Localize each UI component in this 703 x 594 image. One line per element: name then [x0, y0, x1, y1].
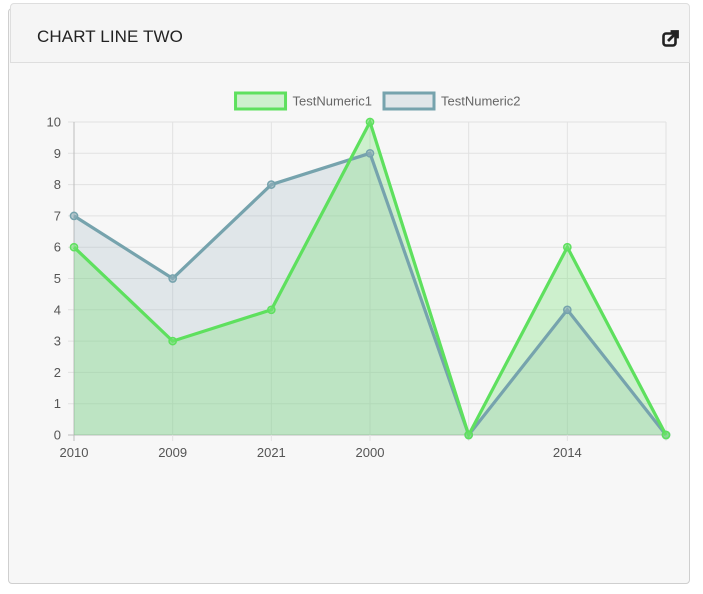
y-tick-label: 0	[54, 428, 61, 443]
external-link-icon[interactable]	[662, 30, 679, 47]
y-tick-label: 8	[54, 177, 61, 192]
data-point	[69, 211, 79, 221]
y-tick-label: 10	[47, 115, 61, 130]
legend-swatch	[234, 91, 288, 111]
y-tick-label: 3	[54, 334, 61, 349]
y-tick-label: 9	[54, 146, 61, 161]
x-tick-label: 2021	[257, 445, 286, 460]
legend-label: TestNumeric2	[441, 94, 520, 109]
data-point	[266, 180, 276, 189]
legend-label: TestNumeric1	[293, 94, 372, 109]
y-tick-label: 1	[54, 396, 61, 411]
data-point	[69, 242, 79, 252]
y-tick-label: 2	[54, 365, 61, 380]
y-tick-label: 4	[54, 302, 61, 317]
data-point	[562, 242, 572, 252]
data-point	[661, 430, 671, 440]
data-point	[365, 117, 375, 127]
data-point	[464, 430, 474, 440]
chart-panel	[8, 8, 690, 584]
series-area-1	[74, 122, 666, 435]
y-tick-label: 7	[54, 208, 61, 223]
y-tick-label: 6	[54, 240, 61, 255]
data-point	[168, 336, 178, 346]
panel-header: CHART LINE TWO	[10, 3, 690, 63]
data-point	[168, 274, 178, 283]
x-tick-label: 2000	[356, 445, 385, 460]
x-tick-label: 2009	[158, 445, 187, 460]
legend-swatch	[382, 91, 436, 111]
data-point	[365, 148, 375, 158]
series-area-2	[74, 153, 666, 436]
y-tick-label: 5	[54, 271, 61, 286]
x-tick-label: 2014	[553, 445, 582, 460]
panel-title: CHART LINE TWO	[37, 27, 183, 46]
data-point	[562, 305, 572, 315]
data-point	[266, 305, 276, 315]
x-tick-label: 2010	[60, 445, 89, 460]
